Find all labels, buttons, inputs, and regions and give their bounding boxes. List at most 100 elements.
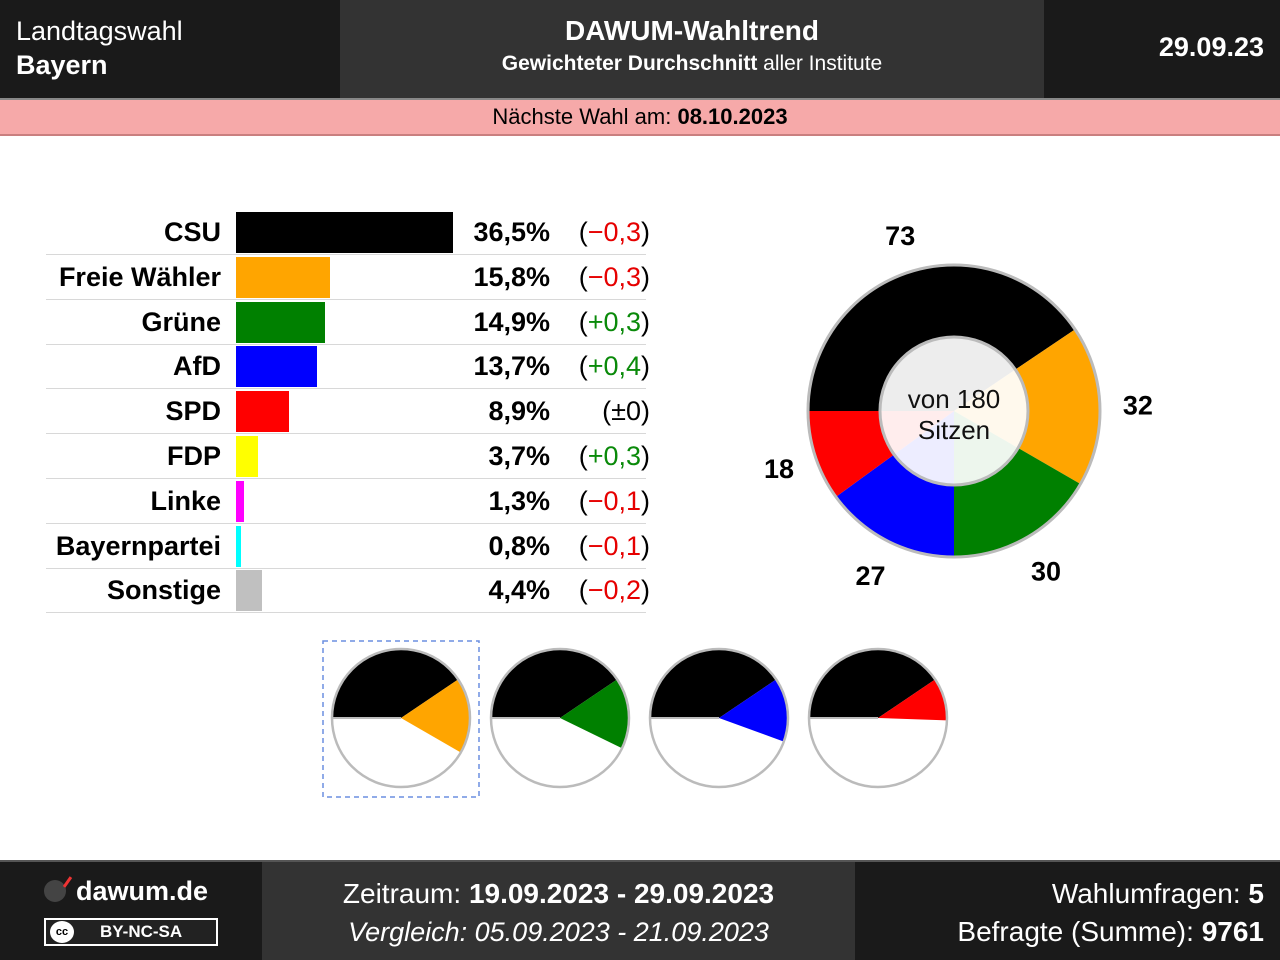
table-row: Sonstige 4,4% (−0,2) bbox=[46, 568, 650, 614]
seat-label: 27 bbox=[855, 561, 885, 591]
footer-period: Zeitraum: 19.09.2023 - 29.09.2023 Vergle… bbox=[262, 862, 855, 960]
result-bar bbox=[236, 256, 330, 298]
result-change: (−0,2) bbox=[578, 575, 650, 606]
footer-stats: Wahlumfragen: 5 Befragte (Summe): 9761 bbox=[855, 862, 1280, 960]
coalition-chart[interactable] bbox=[322, 640, 480, 798]
table-row: FDP 3,7% (+0,3) bbox=[46, 434, 650, 479]
coalition-outline bbox=[489, 647, 631, 789]
result-change: (±0) bbox=[602, 396, 650, 427]
coalition-slice bbox=[809, 648, 936, 718]
result-bar bbox=[236, 436, 258, 477]
result-percent: 8,9% bbox=[488, 396, 550, 427]
donut-outline bbox=[806, 263, 1102, 559]
donut-center bbox=[878, 335, 1030, 487]
table-row: Linke 1,3% (−0,1) bbox=[46, 479, 650, 524]
result-change: (−0,3) bbox=[578, 217, 650, 247]
next-election-bar: Nächste Wahl am: 08.10.2023 bbox=[0, 98, 1280, 136]
result-bar bbox=[236, 570, 263, 612]
coalition-outline bbox=[807, 647, 949, 789]
result-percent: 15,8% bbox=[473, 261, 550, 292]
footer: dawum.de cc BY-NC-SA Zeitraum: 19.09.2023… bbox=[0, 860, 1280, 960]
period-value: 19.09.2023 - 29.09.2023 bbox=[468, 878, 775, 909]
header: Landtagswahl Bayern DAWUM-Wahltrend Gewi… bbox=[0, 0, 1280, 98]
coalition-charts bbox=[322, 640, 949, 798]
donut-center-line1: von 180 bbox=[908, 384, 1001, 414]
party-name: Freie Wähler bbox=[58, 261, 221, 292]
table-row: Grüne 14,9% (+0,3) bbox=[46, 300, 650, 345]
table-row: Freie Wähler 15,8% (−0,3) bbox=[46, 255, 650, 300]
result-change: (+0,3) bbox=[578, 441, 650, 471]
coalition-slice bbox=[401, 679, 470, 753]
result-change: (−0,1) bbox=[578, 530, 650, 561]
result-percent: 4,4% bbox=[488, 575, 550, 606]
site-logo[interactable]: dawum.de bbox=[44, 874, 208, 908]
coalition-selection-frame bbox=[322, 640, 480, 798]
license-badge[interactable]: cc BY-NC-SA bbox=[44, 918, 218, 946]
coalition-slice bbox=[878, 679, 947, 721]
page-title: DAWUM-Wahltrend bbox=[564, 15, 820, 46]
party-name: Linke bbox=[150, 485, 221, 516]
period-line: Zeitraum: 19.09.2023 - 29.09.2023 bbox=[262, 875, 855, 913]
party-name: Sonstige bbox=[106, 575, 221, 606]
coalition-slice bbox=[491, 649, 618, 718]
coalition-chart[interactable] bbox=[489, 647, 631, 789]
header-title-block: DAWUM-Wahltrend Gewichteter Durchschnitt… bbox=[340, 0, 1044, 98]
result-bar bbox=[236, 525, 241, 567]
period-label: Zeitraum: bbox=[342, 878, 469, 909]
footer-brand: dawum.de cc BY-NC-SA bbox=[0, 862, 262, 960]
table-row: CSU 36,5% (−0,3) bbox=[46, 210, 650, 255]
result-bar bbox=[236, 480, 244, 522]
polls-label: Wahlumfragen: bbox=[1051, 878, 1249, 909]
coalition-slice bbox=[719, 679, 788, 742]
donut-center-line2: Sitzen bbox=[918, 415, 990, 445]
coalition-outline bbox=[648, 647, 790, 789]
result-percent: 14,9% bbox=[473, 306, 550, 337]
party-name: SPD bbox=[165, 396, 221, 427]
coalition-slice bbox=[332, 649, 459, 718]
seat-label: 32 bbox=[1123, 391, 1153, 421]
party-name: AfD bbox=[173, 351, 221, 382]
respondents-value: 9761 bbox=[1201, 916, 1264, 947]
seat-label: 30 bbox=[1031, 556, 1061, 586]
polls-line: Wahlumfragen: 5 bbox=[855, 875, 1264, 913]
region-name: Bayern bbox=[16, 50, 108, 80]
coalition-outline bbox=[330, 647, 472, 789]
header-date: 29.09.23 bbox=[1158, 32, 1264, 62]
election-type: Landtagswahl bbox=[16, 16, 183, 46]
next-election-label: Nächste Wahl am: bbox=[492, 104, 678, 129]
result-bar bbox=[236, 346, 318, 388]
compare-line: Vergleich: 05.09.2023 - 21.09.2023 bbox=[348, 917, 769, 947]
party-name: CSU bbox=[163, 217, 221, 247]
subtitle-bold: Gewichteter Durchschnitt bbox=[501, 52, 758, 75]
result-percent: 36,5% bbox=[473, 217, 550, 247]
subtitle-rest: aller Institute bbox=[757, 52, 883, 75]
result-change: (−0,1) bbox=[578, 485, 650, 516]
result-percent: 1,3% bbox=[488, 485, 550, 516]
polls-value: 5 bbox=[1248, 878, 1264, 909]
license-text: BY-NC-SA bbox=[100, 922, 183, 941]
result-bar bbox=[236, 212, 453, 253]
result-percent: 13,7% bbox=[473, 351, 550, 382]
header-region: Landtagswahl Bayern bbox=[0, 0, 340, 98]
result-change: (+0,4) bbox=[578, 351, 650, 382]
result-bar bbox=[236, 391, 289, 433]
respondents-label: Befragte (Summe): bbox=[957, 916, 1202, 947]
table-row: Bayernpartei 0,8% (−0,1) bbox=[46, 524, 650, 569]
party-name: Bayernpartei bbox=[55, 530, 221, 561]
cc-icon: cc bbox=[50, 921, 74, 943]
seat-label: 73 bbox=[885, 221, 915, 251]
coalition-chart[interactable] bbox=[807, 647, 949, 789]
result-percent: 0,8% bbox=[488, 530, 550, 561]
coalition-slice bbox=[560, 679, 629, 749]
result-change: (+0,3) bbox=[578, 306, 650, 337]
party-name: Grüne bbox=[141, 306, 221, 337]
coalition-chart[interactable] bbox=[648, 647, 790, 789]
seat-label: 18 bbox=[764, 454, 794, 484]
result-bar bbox=[236, 301, 325, 343]
coalition-slice bbox=[650, 649, 777, 718]
next-election-date: 08.10.2023 bbox=[677, 104, 788, 129]
party-name: FDP bbox=[167, 441, 221, 471]
respondents-line: Befragte (Summe): 9761 bbox=[855, 913, 1264, 951]
